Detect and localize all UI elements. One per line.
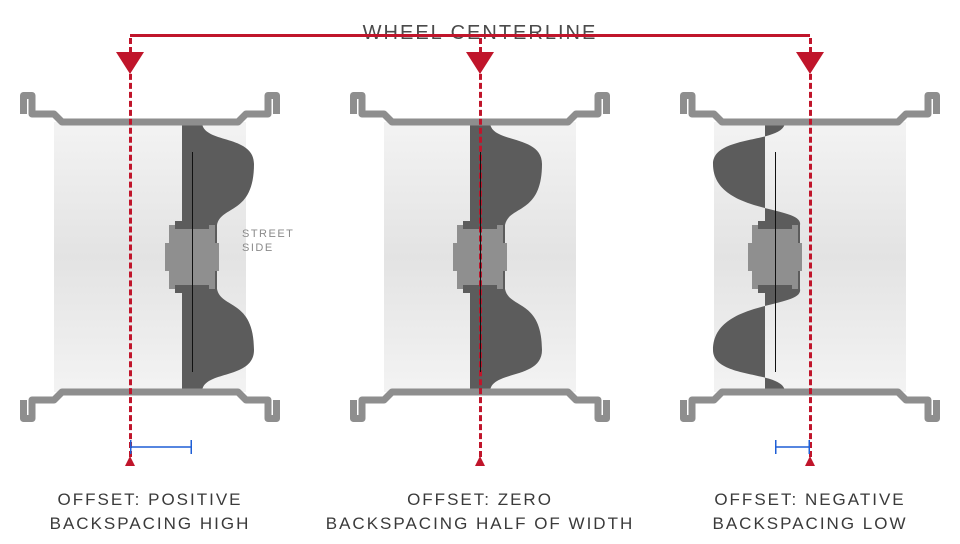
centerline-negative — [809, 38, 812, 466]
diagram-stage: { "title": "WHEEL CENTERLINE", "title_fo… — [0, 0, 960, 544]
caption-line2: BACKSPACING LOW — [660, 512, 960, 536]
centerline-up-arrow-icon — [475, 456, 485, 466]
centerline-up-arrow-icon — [805, 456, 815, 466]
mount-face-line — [192, 152, 193, 372]
caption-line1: OFFSET: ZERO — [300, 488, 660, 512]
centerline-arrow-icon — [796, 52, 824, 74]
centerline-up-arrow-icon — [125, 456, 135, 466]
caption-line1: OFFSET: POSITIVE — [0, 488, 300, 512]
caption-positive: OFFSET: POSITIVE BACKSPACING HIGH — [0, 488, 300, 536]
caption-line2: BACKSPACING HALF OF WIDTH — [300, 512, 660, 536]
street-side-label: STREETSIDE — [242, 228, 294, 256]
mount-face-line — [480, 152, 481, 372]
centerline-arrow-icon — [116, 52, 144, 74]
offset-measure — [775, 440, 810, 454]
caption-zero: OFFSET: ZERO BACKSPACING HALF OF WIDTH — [300, 488, 660, 536]
caption-negative: OFFSET: NEGATIVE BACKSPACING LOW — [660, 488, 960, 536]
wheel-positive — [20, 92, 280, 427]
centerline-positive — [129, 38, 132, 466]
title-connector — [130, 34, 810, 37]
centerline-arrow-icon — [466, 52, 494, 74]
caption-line2: BACKSPACING HIGH — [0, 512, 300, 536]
caption-line1: OFFSET: NEGATIVE — [660, 488, 960, 512]
offset-measure — [130, 440, 192, 454]
mount-face-line — [775, 152, 776, 372]
